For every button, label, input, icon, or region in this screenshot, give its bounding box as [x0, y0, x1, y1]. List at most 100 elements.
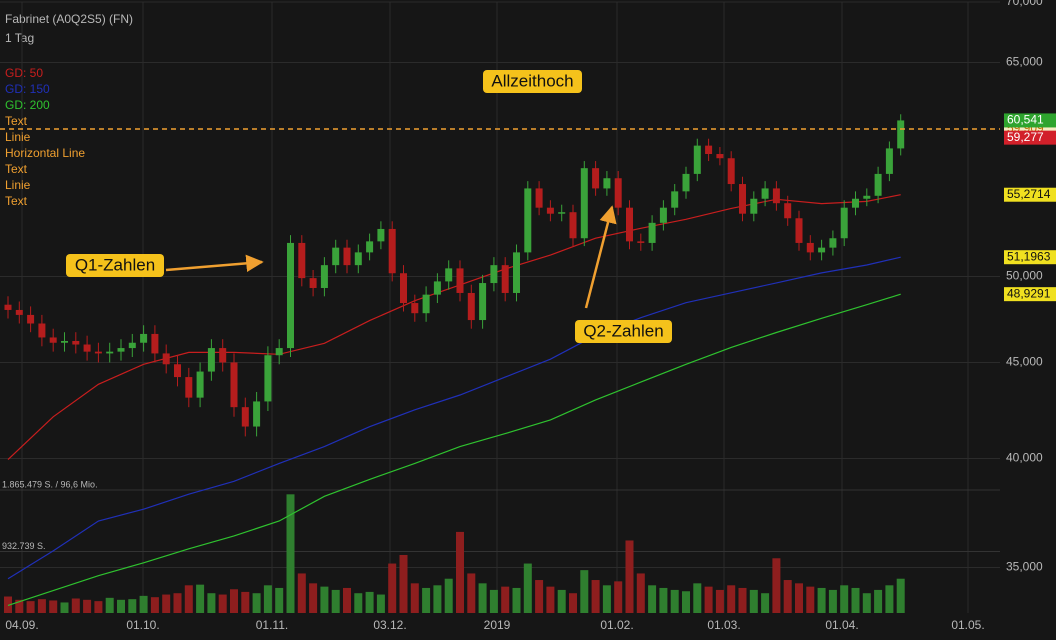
volume-bar: [433, 585, 442, 613]
volume-bar: [184, 585, 193, 613]
volume-bar: [83, 599, 92, 613]
volume-bar: [241, 591, 250, 613]
volume-bar: [682, 591, 690, 613]
y-tick-label: 35,000: [1006, 560, 1043, 574]
volume-bar: [636, 573, 645, 613]
volume-bar: [26, 601, 35, 613]
candle-body: [648, 222, 656, 243]
candle-body: [49, 337, 57, 343]
volume-bar: [15, 599, 24, 613]
candle-body: [614, 178, 622, 208]
volume-bar: [772, 558, 781, 613]
x-tick-label: 01.02.: [600, 618, 633, 632]
volume-bar: [478, 583, 487, 613]
volume-bar: [376, 594, 385, 613]
legend-drawing: Text: [5, 162, 28, 176]
candle-body: [705, 145, 713, 155]
volume-bar: [557, 589, 566, 613]
annotation: Q1-Zahlen: [75, 255, 155, 274]
candle-body: [535, 188, 543, 208]
volume-bar: [173, 593, 182, 613]
price-tag-box: [1004, 130, 1056, 145]
candle-body: [671, 191, 679, 208]
volume-bar: [456, 531, 464, 613]
volume-bar: [252, 593, 261, 613]
legend-entry: GD: 150: [5, 82, 50, 96]
moving-average: [7, 256, 901, 580]
candle-body: [320, 265, 328, 288]
candle-body: [275, 348, 283, 356]
volume-bar: [331, 589, 340, 613]
volume-tick-label: 932.739 S.: [2, 541, 46, 551]
annotation-box: [66, 254, 164, 277]
volume-bar: [94, 601, 103, 613]
candle-body: [852, 198, 859, 208]
candle-body: [874, 173, 882, 196]
candle-body: [287, 242, 294, 349]
ma-end-label-box: [1004, 187, 1056, 202]
ma-end-label: 55,2714: [1007, 187, 1051, 201]
annotation: Allzeithoch: [491, 71, 573, 90]
volume-bar: [715, 589, 724, 613]
volume-bar: [738, 587, 747, 613]
x-tick-label: 01.11.: [256, 618, 288, 632]
volume-bar: [320, 586, 329, 613]
volume-bar: [580, 570, 589, 613]
x-tick-label: 03.12.: [373, 618, 406, 632]
candle-body: [603, 178, 611, 189]
volume-bar: [410, 583, 419, 613]
candle-body: [174, 364, 181, 378]
candle-body: [569, 212, 577, 239]
x-tick-label: 01.03.: [707, 618, 740, 632]
chart-subtitle: 1 Tag: [5, 31, 34, 45]
volume-bar: [602, 585, 611, 613]
volume-bar: [840, 585, 849, 613]
volume-bar: [546, 586, 555, 613]
ma-end-label: 48,9291: [1007, 286, 1051, 300]
candle-body: [580, 168, 588, 239]
candle-body: [490, 265, 498, 284]
candle-body: [716, 154, 724, 159]
volume-bar: [399, 554, 408, 613]
candle-body: [106, 351, 114, 354]
candle-body: [117, 348, 125, 352]
legend-drawing: Text: [5, 114, 28, 128]
candle-body: [897, 120, 905, 149]
volume-bar: [4, 596, 12, 613]
volume-bar: [218, 594, 227, 613]
candle-body: [298, 242, 306, 279]
candle-body: [739, 184, 746, 214]
candle-body: [456, 268, 464, 293]
volume-bar: [648, 585, 657, 613]
volume-bar: [828, 589, 837, 613]
ma-end-label-box: [1004, 250, 1056, 265]
legend-drawing: Linie: [5, 130, 31, 144]
volume-bar: [761, 593, 770, 613]
volume-bar: [365, 591, 374, 613]
chart-title: Fabrinet (A0Q2S5) (FN): [5, 12, 133, 26]
price-tag: 59,277: [1007, 130, 1044, 144]
candle-body: [162, 353, 170, 365]
candle-body: [343, 247, 351, 266]
y-tick-label: 50,000: [1006, 269, 1043, 283]
candle-body: [818, 247, 826, 253]
candle-body: [727, 158, 735, 185]
volume-bar: [727, 585, 736, 613]
y-tick-label: 70,000: [1006, 0, 1043, 8]
candle-body: [411, 303, 419, 314]
y-tick-label: 45,000: [1006, 355, 1043, 369]
volume-bar: [817, 587, 826, 613]
candle-body: [4, 304, 12, 310]
volume-bar: [795, 583, 803, 613]
volume-bar: [569, 593, 577, 613]
volume-bar: [275, 587, 284, 613]
price-tag: 60,541: [1007, 113, 1044, 127]
candle-body: [38, 323, 46, 338]
candle-body: [501, 265, 509, 293]
volume-bar: [896, 578, 905, 613]
annotation-box: [483, 70, 582, 93]
volume-tick-label: 1.865.479 S. / 96,6 Mio.: [2, 479, 98, 489]
annotation-arrow: [165, 254, 264, 273]
volume-bar: [37, 599, 46, 613]
